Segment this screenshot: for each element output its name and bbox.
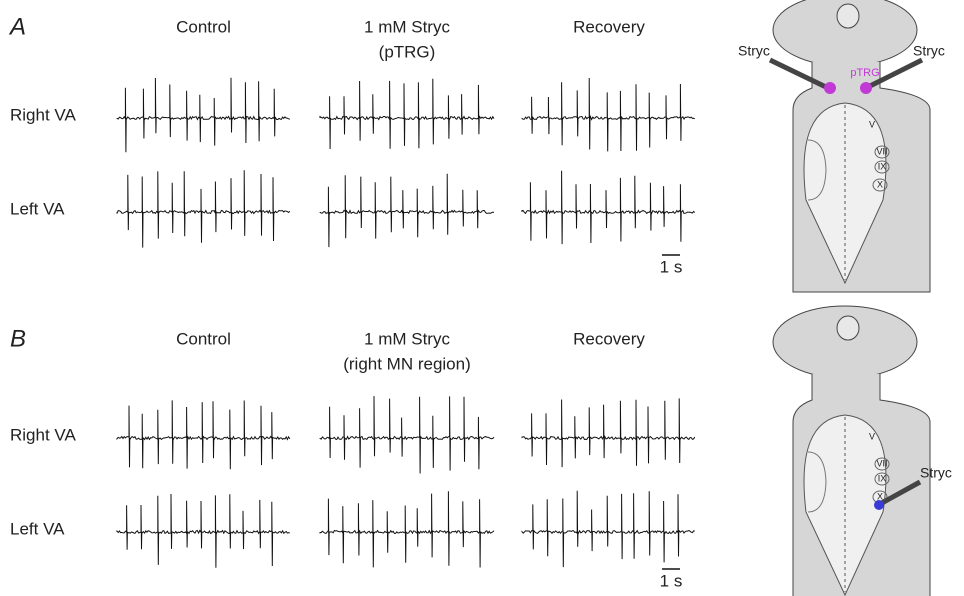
scale-bar-label: 1 s (660, 257, 683, 276)
recording-trace (320, 396, 494, 473)
column-title: Recovery (573, 329, 645, 348)
region-label: VII (876, 458, 887, 468)
midbrain (837, 316, 859, 340)
figure: A Control 1 mM Stryc (pTRG) Recovery Right VA… (0, 0, 964, 596)
injection-site (824, 82, 836, 94)
recording-trace (117, 494, 290, 568)
region-label: IX (878, 473, 887, 483)
injection-site (874, 500, 884, 510)
brain-diagram: V VII IX X Stryc (773, 306, 952, 596)
column-subtitle: (right MN region) (343, 354, 471, 373)
row-label: Right VA (10, 105, 76, 124)
region-label: V (869, 431, 875, 441)
column-subtitle: (pTRG) (379, 42, 436, 61)
recording-trace (117, 78, 290, 153)
drug-label: Stryc (920, 465, 952, 481)
panel-label: B (10, 325, 26, 352)
row-label: Left VA (10, 199, 65, 218)
column-title: 1 mM Stryc (364, 329, 450, 348)
drug-label: Stryc (913, 43, 945, 59)
recording-trace (522, 78, 695, 151)
column-title: Control (176, 17, 231, 36)
panel: A Control 1 mM Stryc (pTRG) Recovery Right VA… (8, 0, 945, 292)
recording-trace (117, 400, 290, 469)
recording-trace (320, 79, 494, 149)
panel: B Control 1 mM Stryc (right MN region) Recov… (10, 306, 952, 596)
scale-bar-label: 1 s (660, 571, 683, 590)
brain-diagram: V VII IX X Stryc Stryc pTRG (738, 0, 945, 292)
region-label: X (877, 179, 883, 189)
recording-trace (320, 491, 494, 567)
injection-site (860, 82, 872, 94)
drug-label: Stryc (738, 43, 770, 59)
region-label: IX (878, 161, 887, 171)
column-title: Control (176, 329, 231, 348)
midbrain (837, 4, 859, 28)
recording-trace (117, 170, 290, 247)
region-label: VII (876, 146, 887, 156)
recording-trace (522, 398, 695, 467)
recording-trace (522, 491, 695, 567)
region-label: V (869, 119, 875, 129)
recording-trace (522, 171, 695, 244)
region-label: X (877, 491, 883, 501)
site-label: pTRG (850, 67, 879, 79)
panel-label: A (8, 13, 26, 40)
column-title: Recovery (573, 17, 645, 36)
row-label: Right VA (10, 425, 76, 444)
column-title: 1 mM Stryc (364, 17, 450, 36)
recording-trace (320, 174, 494, 247)
row-label: Left VA (10, 519, 65, 538)
